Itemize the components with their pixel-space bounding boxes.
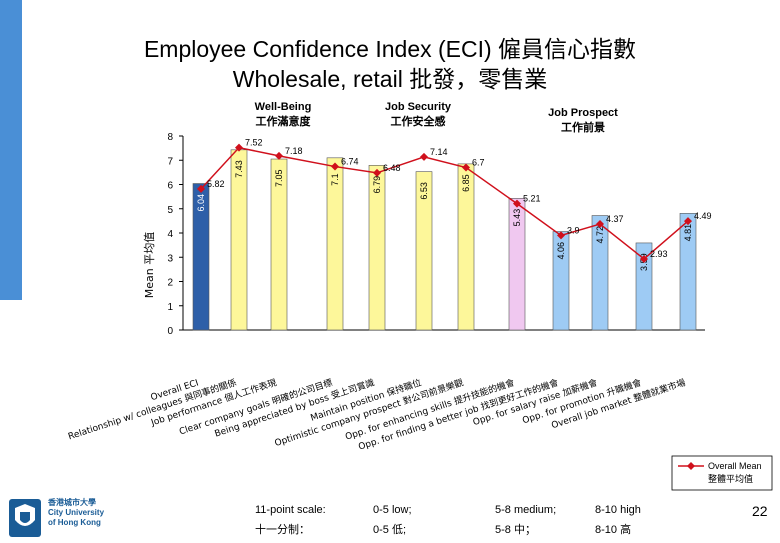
overall-mean-point [331, 162, 339, 171]
page-number: 22 [752, 503, 768, 519]
overall-mean-point [684, 217, 692, 226]
overall-mean-label: 7.52 [245, 138, 263, 148]
overall-mean-label: 5.21 [523, 194, 541, 204]
overall-mean-point [420, 152, 428, 161]
bar-value-label: 4.72 [595, 226, 605, 244]
y-tick-label: 6 [167, 181, 173, 192]
y-axis-label: Mean 平均值 [143, 232, 156, 298]
slide-title: Employee Confidence Index (ECI) 僱員信心指數 W… [60, 34, 720, 94]
bar-value-label: 5.43 [512, 209, 522, 227]
overall-mean-label: 3.9 [567, 225, 580, 235]
legend-label-zh: 整體平均值 [708, 473, 753, 485]
footnote-line-en: 11-point scale: 0-5 low; 5-8 medium; 8-10 h… [255, 504, 641, 521]
footnote-low: 0-5 low; [373, 504, 412, 516]
y-tick-label: 8 [167, 132, 173, 143]
overall-mean-point [640, 254, 648, 263]
bar-value-label: 6.04 [196, 194, 206, 212]
scale-footnote: 11-point scale: 0-5 low; 5-8 medium; 8-10 h… [255, 504, 641, 538]
bar-value-label: 7.1 [330, 173, 340, 186]
category-label: Relationship w/ colleagues 與同事的關係 [66, 376, 237, 442]
bar [192, 183, 210, 331]
y-tick-label: 0 [167, 326, 173, 337]
bar-value-label: 7.43 [234, 160, 244, 178]
group-label-zh: 工作安全感 [391, 114, 446, 128]
overall-mean-label: 5.82 [207, 179, 225, 189]
bar [679, 213, 697, 331]
bar-value-label: 6.53 [419, 182, 429, 200]
title-line-1: Employee Confidence Index (ECI) 僱員信心指數 [143, 36, 637, 62]
group-label-en: Job Security [385, 101, 452, 113]
y-tick-label: 7 [167, 156, 173, 167]
overall-mean-label: 4.37 [606, 214, 624, 224]
bar [508, 198, 526, 331]
overall-mean-label: 4.49 [694, 211, 712, 221]
shield-icon [9, 499, 41, 537]
overall-mean-point [462, 163, 470, 172]
overall-mean-label: 7.18 [285, 146, 303, 156]
title-line-2: Wholesale, retail 批發，零售業 [232, 66, 548, 92]
bar-value-label: 4.81 [683, 224, 693, 242]
group-label-en: Well-Being [255, 101, 312, 113]
logo-text-en-2: of Hong Kong [48, 518, 101, 527]
overall-mean-point [197, 184, 205, 193]
logo-text-zh: 香港城市大學 [48, 498, 96, 507]
overall-mean-point [275, 151, 283, 160]
y-tick-label: 2 [167, 278, 173, 289]
bar-value-label: 4.06 [556, 242, 566, 260]
bar [415, 171, 433, 331]
bar [635, 242, 653, 331]
group-label-zh: 工作前景 [561, 120, 605, 134]
footnote-high-zh: 8-10 高 [595, 524, 632, 536]
bar-value-label: 6.85 [461, 174, 471, 192]
group-label-zh: 工作滿意度 [256, 114, 312, 128]
overall-mean-label: 2.93 [650, 249, 668, 259]
overall-mean-label: 6.7 [472, 158, 485, 168]
bar [326, 157, 344, 331]
footnote-medium: 5-8 medium; [495, 504, 557, 516]
overall-mean-label: 6.48 [383, 163, 401, 173]
legend-box [671, 455, 773, 491]
y-tick-label: 5 [167, 205, 173, 216]
legend-label-en: Overall Mean [708, 461, 762, 471]
bar-value-label: 7.05 [274, 170, 284, 188]
bar [591, 215, 609, 331]
overall-mean-point [235, 143, 243, 152]
footnote-line-zh: 十一分制： 0-5 低; 5-8 中； 8-10 高 [255, 521, 641, 538]
bar-value-label: 6.79 [372, 176, 382, 194]
overall-mean-label: 6.74 [341, 157, 359, 167]
footnote-scale-label-zh: 十一分制： [255, 524, 310, 536]
footnote-medium-zh: 5-8 中； [495, 524, 536, 536]
bar [368, 165, 386, 331]
overall-mean-point [596, 220, 604, 229]
y-tick-label: 4 [167, 229, 173, 240]
overall-mean-point [513, 199, 521, 208]
group-label-en: Job Prospect [548, 107, 618, 119]
overall-mean-point [373, 168, 381, 177]
overall-mean-label: 7.14 [430, 147, 448, 157]
footnote-high: 8-10 high [595, 504, 641, 516]
left-accent-strip [0, 0, 22, 300]
legend-marker-swatch [687, 462, 695, 470]
footnote-low-zh: 0-5 低; [373, 524, 407, 536]
university-logo: 香港城市大學 City University of Hong Kong [8, 498, 148, 538]
overall-mean-line [200, 146, 689, 260]
footnote-scale-label: 11-point scale: [255, 504, 326, 516]
y-tick-label: 1 [167, 302, 173, 313]
y-tick-label: 3 [167, 253, 173, 264]
logo-text-en-1: City University [48, 508, 105, 517]
overall-mean-point [557, 231, 565, 240]
